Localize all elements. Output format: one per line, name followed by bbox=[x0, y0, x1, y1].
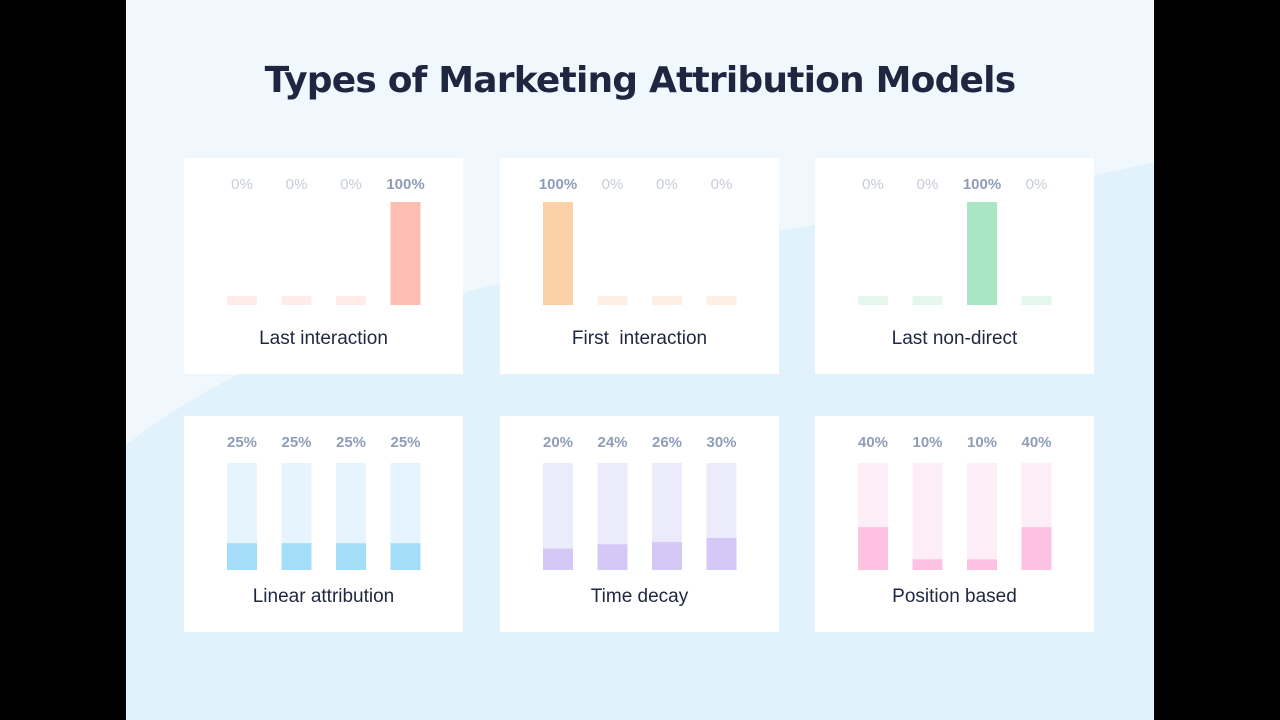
chart-card-linear-attribution: 25% 25% 25% 25% Linear attribution bbox=[184, 416, 463, 632]
bar-value-label: 10% bbox=[912, 434, 942, 451]
bar-value-label: 0% bbox=[286, 176, 308, 193]
bar bbox=[390, 543, 421, 570]
bar-value-label: 10% bbox=[967, 434, 997, 451]
bar bbox=[858, 527, 888, 570]
bar-value-label: 40% bbox=[858, 434, 888, 451]
chart-last-interaction: 0% 0% 0% 100% bbox=[227, 176, 425, 305]
infographic-canvas: Types of Marketing Attribution Models 0%… bbox=[126, 0, 1154, 720]
bar-track bbox=[597, 296, 628, 305]
bar-value-label: 100% bbox=[539, 176, 577, 193]
bar-value-label: 100% bbox=[386, 176, 424, 193]
bar-track bbox=[281, 296, 312, 305]
chart-last-non-direct: 0% 0% 100% 0% bbox=[858, 176, 1052, 305]
bar bbox=[543, 548, 573, 570]
bar bbox=[912, 559, 943, 570]
bar-value-label: 25% bbox=[227, 434, 257, 451]
bar bbox=[652, 542, 682, 570]
bar bbox=[543, 202, 573, 305]
bar-value-label: 0% bbox=[711, 176, 733, 193]
bar bbox=[390, 202, 421, 305]
bar-value-label: 0% bbox=[340, 176, 362, 193]
bar-value-label: 20% bbox=[543, 434, 573, 451]
bar-value-label: 0% bbox=[602, 176, 624, 193]
chart-card-position-based: 40% 10% 10% 40% Position based bbox=[815, 416, 1094, 632]
chart-title: First interaction bbox=[571, 328, 708, 349]
bar-value-label: 0% bbox=[1026, 176, 1048, 193]
bar-value-label: 25% bbox=[281, 434, 311, 451]
bar-value-label: 25% bbox=[390, 434, 420, 451]
bar-track bbox=[858, 296, 888, 305]
bar bbox=[967, 559, 997, 570]
bar-track bbox=[227, 296, 257, 305]
bar-track bbox=[652, 296, 682, 305]
bar bbox=[227, 543, 257, 570]
bar-track bbox=[912, 463, 943, 570]
page-title: Types of Marketing Attribution Models bbox=[264, 60, 1017, 101]
chart-card-first-interaction: 100% 0% 0% 0% First interaction bbox=[500, 158, 779, 374]
bar-value-label: 30% bbox=[706, 434, 736, 451]
bar-track bbox=[706, 296, 737, 305]
bar bbox=[281, 543, 312, 570]
bar-track bbox=[1021, 296, 1052, 305]
bar-value-label: 25% bbox=[336, 434, 366, 451]
bar-value-label: 40% bbox=[1021, 434, 1051, 451]
bar-track bbox=[967, 463, 997, 570]
bar-track bbox=[912, 296, 943, 305]
bar-track bbox=[336, 296, 366, 305]
bar bbox=[706, 537, 737, 570]
bar bbox=[1021, 527, 1052, 570]
chart-card-last-interaction: 0% 0% 0% 100% Last interaction bbox=[184, 158, 463, 374]
bar-value-label: 0% bbox=[862, 176, 884, 193]
chart-title: Position based bbox=[892, 586, 1017, 607]
bar bbox=[597, 544, 628, 570]
bar bbox=[336, 543, 366, 570]
chart-linear-attribution: 25% 25% 25% 25% bbox=[227, 434, 421, 570]
bar-value-label: 100% bbox=[963, 176, 1001, 193]
chart-title: Time decay bbox=[590, 586, 689, 607]
bar-value-label: 0% bbox=[231, 176, 253, 193]
chart-card-time-decay: 20% 24% 26% 30% Time decay bbox=[500, 416, 779, 632]
chart-title: Last non-direct bbox=[891, 328, 1018, 349]
bar-value-label: 0% bbox=[656, 176, 678, 193]
chart-title: Linear attribution bbox=[252, 586, 395, 607]
chart-card-last-non-direct: 0% 0% 100% 0% Last non-direct bbox=[815, 158, 1094, 374]
chart-time-decay: 20% 24% 26% 30% bbox=[543, 434, 737, 570]
bar-value-label: 26% bbox=[652, 434, 682, 451]
chart-title: Last interaction bbox=[259, 328, 388, 349]
chart-first-interaction: 100% 0% 0% 0% bbox=[539, 176, 737, 305]
bar-value-label: 24% bbox=[597, 434, 627, 451]
chart-position-based: 40% 10% 10% 40% bbox=[858, 434, 1052, 570]
bar bbox=[967, 202, 997, 305]
bar-value-label: 0% bbox=[917, 176, 939, 193]
